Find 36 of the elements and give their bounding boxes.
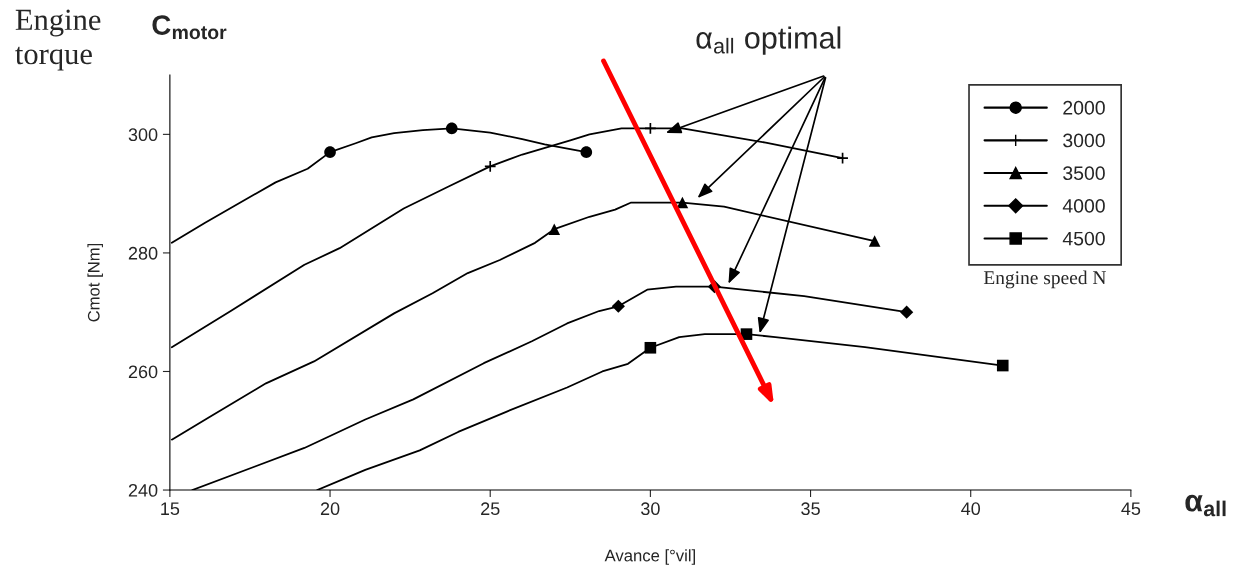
text: Engine torque	[15, 9, 101, 71]
point	[445, 122, 458, 135]
point	[548, 223, 561, 236]
legend-title: Engine speed N	[983, 270, 1107, 289]
point	[644, 122, 657, 135]
point	[483, 160, 497, 173]
point	[740, 328, 753, 340]
point	[836, 151, 849, 165]
point	[580, 146, 593, 158]
x-tick-label: 45	[1121, 502, 1141, 516]
x-tick-label: 40	[961, 502, 981, 516]
x-tick-label: 30	[641, 502, 660, 516]
legend-label: 2000	[1063, 100, 1105, 115]
point	[324, 146, 336, 158]
point	[900, 305, 914, 319]
y-tick-label: 280	[128, 246, 158, 260]
legend-label: 4000	[1062, 199, 1105, 213]
x-tick-label: 35	[801, 502, 820, 516]
legend-label: 3000	[1063, 133, 1105, 148]
point	[996, 359, 1009, 372]
point	[644, 341, 657, 354]
y-tick-label: 260	[128, 365, 158, 379]
x-tick-label: 20	[320, 502, 340, 516]
x-tick-label: 15	[161, 502, 180, 516]
text: α$_{all}$	[1185, 494, 1226, 517]
y-tick-label: 240	[128, 483, 158, 497]
legend-label: 4500	[1062, 231, 1105, 246]
y-tick-label: 300	[128, 128, 158, 142]
text: C$_{motor}$	[152, 15, 227, 40]
point	[868, 235, 881, 247]
annotation: α$_{all}$ optimal	[696, 26, 841, 55]
y-axis-title: Cmot [Nm]	[87, 243, 103, 322]
x-axis-title: Avance [°vil]	[604, 549, 695, 565]
x-tick-label: 25	[481, 502, 500, 516]
legend-label: 3500	[1063, 166, 1105, 181]
point	[611, 299, 625, 313]
